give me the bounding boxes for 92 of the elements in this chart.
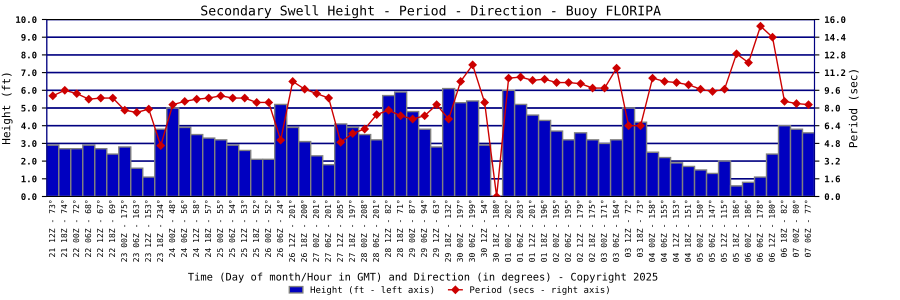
- x-tick-label: 26 12Z - 201°: [288, 200, 296, 262]
- x-tick-label: 23 00Z - 175°: [121, 200, 128, 262]
- y2-tick-label: 11.2: [825, 69, 846, 76]
- y2-tick-label: 9.6: [824, 87, 840, 94]
- x-tick-label: 27 06Z - 201°: [324, 200, 332, 262]
- x-tick-label: 04 18Z - 151°: [684, 200, 691, 262]
- x-tick-label: 06 06Z - 178°: [756, 200, 763, 262]
- x-tick-label: 03 18Z - 73°: [636, 200, 643, 257]
- x-tick-label: 22 00Z - 72°: [73, 200, 80, 257]
- y2-axis-title: Period (sec): [848, 70, 859, 148]
- y2-tick-label: 16.0: [825, 16, 846, 24]
- x-tick-label: 26 18Z - 200°: [300, 200, 308, 262]
- x-tick-label: 21 12Z - 73°: [49, 200, 56, 257]
- x-tick-label: 05 00Z - 150°: [696, 200, 703, 262]
- x-tick-label: 01 18Z - 196°: [540, 200, 547, 262]
- y2-tick-label: 0.0: [824, 193, 840, 200]
- x-tick-label: 04 12Z - 153°: [672, 200, 679, 262]
- x-tick-label: 30 06Z - 199°: [468, 200, 475, 262]
- x-tick-label: 04 06Z - 155°: [660, 200, 667, 262]
- x-tick-label: 26 00Z - 52°: [264, 200, 272, 257]
- x-axis-title: Time (Day of month/Hour in GMT) and Direction (in degrees) - Copyright 2025: [188, 272, 658, 283]
- x-tick-label: 24 12Z - 58°: [193, 200, 200, 257]
- x-tick-label: 22 18Z - 69°: [109, 200, 116, 257]
- x-tick-label: 03 12Z - 72°: [624, 200, 631, 257]
- x-tick-label: 07 00Z - 80°: [792, 200, 799, 257]
- x-tick-label: 30 18Z - 180°: [492, 200, 499, 262]
- y-tick-label: 10.0: [16, 16, 37, 24]
- x-tick-label: 01 12Z - 201°: [528, 200, 535, 262]
- x-tick-label: 24 00Z - 48°: [169, 200, 176, 257]
- x-tick-label: 06 18Z - 82°: [780, 200, 787, 257]
- y2-tick-label: 1.6: [825, 176, 840, 182]
- x-tick-label: 05 06Z - 147°: [708, 200, 715, 262]
- legend-label: Period (secs - right axis): [470, 286, 609, 295]
- x-tick-label: 28 06Z - 201°: [372, 200, 380, 262]
- chart-title: Secondary Swell Height - Period - Direction - Buoy FLORIPA: [201, 5, 661, 18]
- x-tick-label: 01 06Z - 203°: [516, 200, 523, 262]
- x-tick-label: 28 18Z - 71°: [396, 200, 404, 257]
- y2-tick-label: 14.4: [825, 34, 846, 41]
- x-tick-label: 22 06Z - 68°: [85, 200, 92, 257]
- x-tick-label: 24 06Z - 56°: [181, 200, 188, 257]
- x-tick-label: 02 18Z - 175°: [588, 200, 595, 262]
- y-tick-label: 5.0: [21, 104, 37, 112]
- y2-tick-label: 6.4: [824, 122, 840, 130]
- x-tick-label: 24 18Z - 57°: [205, 200, 212, 257]
- x-tick-label: 04 00Z - 158°: [648, 200, 655, 262]
- x-tick-label: 23 18Z - 234°: [157, 200, 164, 262]
- x-tick-label: 02 00Z - 195°: [552, 200, 559, 262]
- x-tick-label: 23 06Z - 163°: [133, 200, 140, 262]
- x-tick-label: 22 12Z - 67°: [97, 200, 104, 257]
- x-tick-label: 03 00Z - 171°: [600, 200, 607, 262]
- x-tick-label: 29 06Z - 94°: [420, 200, 428, 257]
- y2-tick-label: 12.8: [825, 52, 846, 58]
- y-tick-label: 7.0: [21, 69, 37, 76]
- x-tick-label: 21 18Z - 74°: [61, 200, 68, 257]
- x-tick-label: 25 18Z - 52°: [252, 200, 260, 257]
- x-tick-label: 25 00Z - 55°: [217, 200, 224, 257]
- y-tick-label: 2.0: [21, 158, 37, 165]
- y-tick-label: 1.0: [22, 176, 37, 182]
- x-tick-label: 05 12Z - 115°: [720, 200, 727, 262]
- x-tick-label: 01 00Z - 202°: [504, 200, 511, 262]
- x-tick-label: 03 06Z - 164°: [612, 200, 619, 262]
- x-tick-label: 28 12Z - 82°: [384, 200, 392, 257]
- x-tick-label: 29 12Z - 63°: [432, 200, 440, 257]
- x-tick-label: 07 06Z - 77°: [804, 200, 811, 257]
- x-tick-label: 29 00Z - 87°: [408, 200, 416, 257]
- x-tick-label: 27 18Z - 197°: [348, 200, 356, 262]
- legend-label: Height (ft - left axis): [310, 286, 434, 295]
- x-tick-label: 28 00Z - 208°: [360, 200, 368, 262]
- y2-tick-label: 3.2: [824, 158, 840, 165]
- y-tick-label: 9.0: [21, 34, 37, 41]
- x-tick-label: 06 12Z - 180°: [768, 200, 775, 262]
- x-tick-label: 30 12Z - 54°: [480, 200, 487, 257]
- x-tick-label: 06 00Z - 186°: [744, 200, 751, 262]
- x-tick-label: 29 18Z - 132°: [444, 200, 451, 262]
- x-tick-label: 25 06Z - 54°: [228, 200, 236, 257]
- x-tick-label: 30 00Z - 197°: [456, 200, 463, 262]
- x-tick-label: 27 12Z - 205°: [336, 200, 344, 262]
- y2-tick-label: 4.8: [824, 140, 840, 147]
- y-tick-label: 0.0: [21, 193, 37, 200]
- x-tick-label: 02 06Z - 195°: [564, 200, 571, 262]
- x-tick-label: 02 12Z - 179°: [576, 200, 583, 262]
- x-tick-label: 23 12Z - 153°: [145, 200, 152, 262]
- y-tick-label: 3.0: [21, 140, 37, 147]
- y-axis-title: Height (ft): [2, 74, 13, 144]
- x-tick-label: 05 18Z - 186°: [732, 200, 739, 262]
- x-tick-label: 26 06Z - 24°: [276, 200, 284, 257]
- x-tick-label: 27 00Z - 201°: [312, 200, 320, 262]
- y2-tick-label: 8.0: [824, 104, 840, 112]
- y-tick-label: 4.0: [21, 122, 37, 130]
- y-tick-label: 6.0: [21, 87, 37, 94]
- x-tick-label: 25 12Z - 53°: [240, 200, 248, 257]
- y-tick-label: 8.0: [21, 52, 37, 58]
